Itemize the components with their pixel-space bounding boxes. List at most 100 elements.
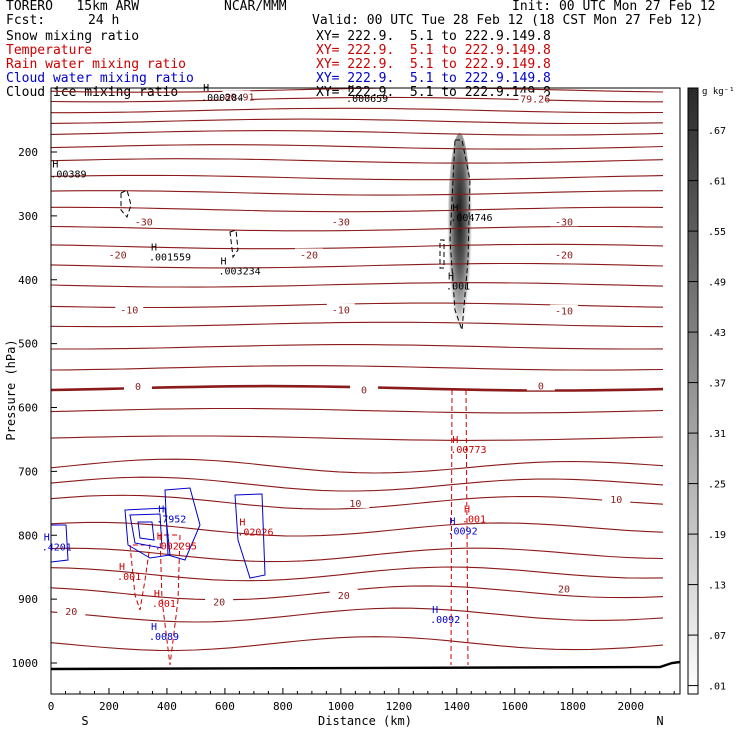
isotherm-line — [51, 494, 664, 510]
cloud-ice-contour — [439, 239, 445, 269]
isotherm-label: -30 — [332, 217, 350, 228]
cloud-ice-contour — [229, 229, 239, 259]
x-tick-label: 1000 — [328, 700, 355, 713]
maximum-marker: H — [151, 622, 157, 633]
cloud-ice-contour — [449, 139, 471, 331]
isotherm-line — [51, 107, 664, 114]
legend-cloud-water-xy: XY= 222.9. 5.1 to 222.9.149.8 — [316, 71, 551, 86]
init-time: Init: 00 UTC Mon 27 Feb 12 — [512, 0, 716, 14]
maximum-marker: H — [157, 531, 163, 542]
isotherm-line — [51, 458, 664, 474]
y-tick-label: 700 — [18, 465, 38, 478]
isotherm-label-bg — [350, 383, 379, 395]
model-name: TORERO 15km ARW — [6, 0, 140, 14]
isotherm-line — [51, 407, 664, 414]
isotherm-line — [51, 282, 664, 288]
maximum-marker: H — [432, 605, 438, 616]
cloud-water-contour — [124, 507, 171, 559]
maximum-value-label: .02026 — [237, 527, 273, 538]
isotherm-label-bg — [129, 215, 158, 227]
rain-contour — [129, 544, 151, 611]
isotherm-label: -20 — [555, 250, 573, 261]
isotherm-label: 10 — [610, 495, 622, 506]
isotherm-line — [51, 365, 664, 371]
isotherm-line — [51, 521, 664, 537]
isotherm-label: -79.26 — [514, 95, 550, 106]
legend-temperature-xy: XY= 222.9. 5.1 to 222.9.149.8 — [316, 43, 551, 58]
maximum-marker: H — [52, 160, 58, 171]
isotherm-label-bg — [526, 379, 555, 391]
y-tick-label: 500 — [18, 338, 38, 351]
isotherm-label: -30 — [135, 217, 153, 228]
y-tick-label: 600 — [18, 402, 38, 415]
maximum-value-label: .00389 — [50, 170, 86, 181]
forecast-label: Fcst: — [6, 13, 46, 28]
plot-frame — [50, 87, 681, 695]
maximum-marker: H — [452, 203, 458, 214]
y-tick-label: 900 — [18, 593, 38, 606]
isotherm-label: -20 — [300, 250, 318, 261]
cloud-water-contour — [129, 513, 163, 549]
cloud-water-contour — [51, 524, 69, 563]
maximum-marker: H — [119, 562, 125, 573]
maximum-value-label: .4201 — [42, 543, 72, 554]
maximum-marker: H — [154, 589, 160, 600]
isotherm-line — [51, 190, 664, 196]
snow-shading — [446, 132, 473, 370]
isotherm-line — [51, 243, 664, 250]
x-tick-label: 200 — [99, 700, 119, 713]
colorbar-tick-label: .67 — [708, 126, 726, 137]
legend-temperature-label: Temperature — [6, 43, 93, 58]
isotherm-label: 0 — [538, 381, 544, 392]
isotherm-label-bg — [329, 588, 358, 600]
isotherm-label: -80.91 — [218, 93, 254, 104]
isotherm-label-bg — [518, 92, 547, 104]
y-tick-label: 300 — [18, 210, 38, 223]
legend-snow-label: Snow mixing ratio — [6, 29, 140, 44]
isotherm-line — [51, 435, 664, 441]
y-axis-title: Pressure (hPa) — [4, 339, 18, 440]
isotherm-label-bg — [103, 248, 132, 260]
maximum-marker: H — [203, 83, 209, 94]
maximum-marker: H — [452, 435, 458, 446]
isotherm-label: 0 — [135, 382, 141, 393]
isotherm-label-bg — [550, 248, 579, 260]
isotherm-line — [51, 607, 664, 623]
isotherm-label: 20 — [65, 607, 77, 618]
isotherm-line — [51, 225, 664, 232]
isotherm-line — [51, 130, 664, 136]
maximum-value-label: .000284 — [201, 93, 243, 104]
cloud-ice-contour — [120, 189, 132, 218]
isotherm-line — [51, 158, 664, 164]
x-tick-label: 1400 — [444, 700, 471, 713]
x-end-label-south: S — [81, 714, 88, 728]
isotherm-line — [51, 566, 664, 582]
isotherm-label-bg — [115, 303, 144, 315]
colorbar-tick-label: .07 — [708, 631, 726, 642]
forecast-hour: 24 h — [88, 13, 120, 28]
maximum-marker: H — [44, 533, 50, 544]
maximum-marker: H — [239, 517, 245, 528]
maximum-value-label: .7952 — [156, 514, 186, 525]
x-tick-label: 0 — [48, 700, 55, 713]
colorbar-tick-label: .55 — [708, 227, 726, 238]
maximum-value-label: .003234 — [219, 267, 261, 278]
x-tick-label: 800 — [273, 700, 293, 713]
maximum-marker: H — [448, 271, 454, 282]
maximum-value-label: .0092 — [448, 527, 478, 538]
maximum-marker: H — [464, 504, 470, 515]
maximum-value-label: .001 — [117, 572, 141, 583]
legend-cloud-water-label: Cloud water mixing ratio — [6, 71, 194, 86]
y-tick-label: 800 — [18, 529, 38, 542]
isotherm-label: -10 — [332, 305, 350, 316]
isotherm-label-bg — [123, 380, 152, 392]
maximum-value-label: .001 — [446, 281, 470, 292]
x-end-label-north: N — [656, 714, 663, 728]
isotherm-label: 20 — [558, 585, 570, 596]
colorbar-tick-label: .01 — [708, 682, 726, 693]
colorbar-tick-label: .37 — [708, 379, 726, 390]
maximum-value-label: .00773 — [450, 445, 486, 456]
legend-rain-xy: XY= 222.9. 5.1 to 222.9.149.8 — [316, 57, 551, 72]
terrain-fill — [51, 662, 680, 694]
isotherm-label-bg — [294, 248, 323, 260]
